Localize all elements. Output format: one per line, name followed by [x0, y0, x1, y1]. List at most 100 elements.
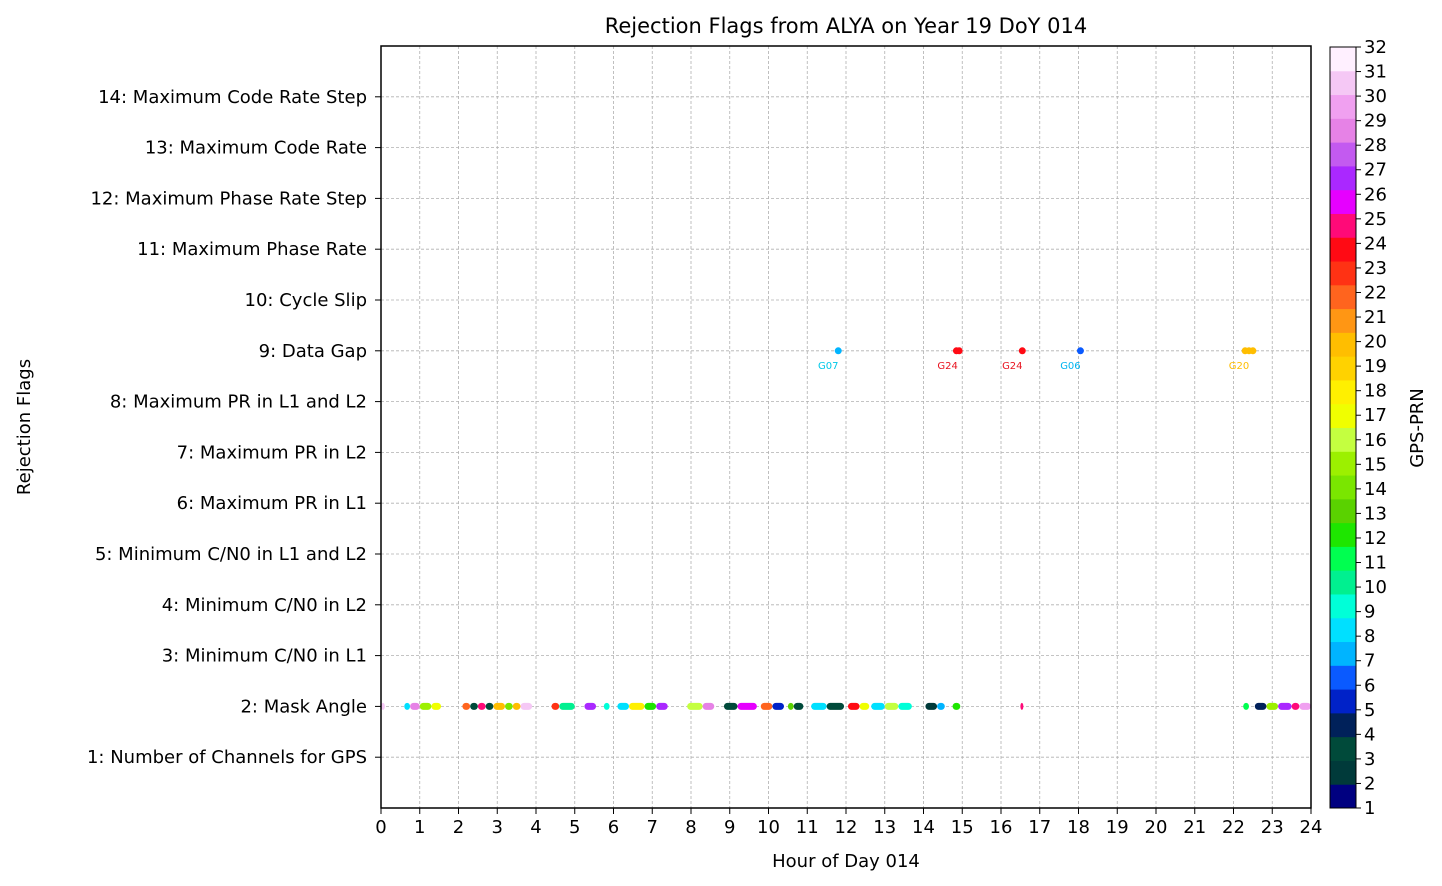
- colorbar-label: GPS-PRN: [1407, 388, 1428, 468]
- x-tick-label: 8: [685, 817, 696, 838]
- data-point-run: [644, 702, 657, 710]
- colorbar-swatch: [1330, 760, 1356, 785]
- y-tick-label: 14: Maximum Code Rate Step: [98, 87, 367, 108]
- x-tick-label: 9: [724, 817, 735, 838]
- data-point-run: [1291, 702, 1300, 710]
- colorbar-swatch: [1330, 47, 1356, 72]
- colorbar: 1234567891011121314151617181920212223242…: [1329, 37, 1387, 819]
- colorbar-swatch: [1330, 451, 1356, 476]
- y-tick-label: 12: Maximum Phase Rate Step: [90, 188, 367, 209]
- data-point-run: [737, 702, 757, 710]
- colorbar-tick-label: 2: [1364, 773, 1375, 794]
- x-axis-label: Hour of Day 014: [772, 851, 920, 872]
- prn-annotation: G07: [818, 361, 838, 372]
- x-tick-label: 24: [1300, 817, 1323, 838]
- data-point-run: [520, 702, 533, 710]
- data-point-run: [470, 702, 478, 710]
- data-point-run: [505, 702, 513, 710]
- prn-annotation: G06: [1060, 361, 1080, 372]
- prn-annotation: G20: [1229, 361, 1249, 372]
- colorbar-tick-label: 31: [1364, 62, 1387, 83]
- colorbar-swatch: [1330, 689, 1356, 714]
- data-point-run: [793, 702, 804, 710]
- x-tick-label: 4: [530, 817, 541, 838]
- x-tick-label: 12: [835, 817, 858, 838]
- data-point-run: [772, 702, 784, 710]
- data-point-run: [603, 702, 610, 710]
- colorbar-swatch: [1330, 427, 1356, 452]
- data-point-run: [617, 702, 629, 710]
- colorbar-tick-label: 21: [1364, 307, 1387, 328]
- data-point-run: [826, 702, 845, 710]
- data-point-run: [584, 702, 597, 710]
- colorbar-tick-label: 6: [1364, 675, 1375, 696]
- data-point-run: [462, 702, 471, 710]
- colorbar-tick-label: 11: [1364, 553, 1387, 574]
- x-tick-label: 5: [569, 817, 580, 838]
- data-point: [1076, 347, 1084, 355]
- x-tick-label: 22: [1222, 817, 1245, 838]
- data-points: [381, 347, 1311, 710]
- colorbar-swatch: [1330, 142, 1356, 167]
- x-tick-label: 19: [1106, 817, 1129, 838]
- colorbar-tick-label: 15: [1364, 454, 1387, 475]
- x-tick-label: 0: [375, 817, 386, 838]
- colorbar-swatch: [1330, 237, 1356, 262]
- colorbar-swatch: [1330, 189, 1356, 214]
- data-point-run: [431, 702, 442, 710]
- data-point-run: [723, 702, 738, 710]
- colorbar-tick-label: 25: [1364, 209, 1387, 230]
- x-tick-label: 17: [1028, 817, 1051, 838]
- colorbar-swatch: [1330, 379, 1356, 405]
- data-point-run: [551, 702, 560, 710]
- prn-annotation: G24: [1002, 361, 1022, 372]
- data-point-run: [1278, 702, 1292, 710]
- x-tick-label: 10: [757, 817, 780, 838]
- data-point-run: [419, 702, 432, 710]
- colorbar-tick-label: 10: [1364, 577, 1387, 598]
- colorbar-frame: [1329, 46, 1357, 809]
- x-tick-label: 23: [1261, 817, 1284, 838]
- data-point-run: [898, 702, 912, 710]
- colorbar-swatch: [1330, 593, 1356, 619]
- data-point-run: [381, 702, 385, 710]
- plot-frame: [380, 45, 1312, 809]
- data-point-run: [884, 702, 899, 710]
- data-point-run: [1243, 702, 1249, 710]
- grid-lines: [381, 46, 1311, 808]
- data-point: [1018, 347, 1026, 355]
- data-point-run: [656, 702, 668, 710]
- data-point-run: [925, 702, 938, 710]
- colorbar-swatch: [1330, 308, 1356, 333]
- data-point: [955, 347, 963, 355]
- data-point-run: [477, 702, 486, 710]
- data-point-run: [629, 702, 645, 710]
- prn-annotations: G07 G24 G24 G06 G20: [818, 361, 1249, 372]
- colorbar-swatch: [1330, 332, 1356, 357]
- data-point-run: [1299, 702, 1311, 710]
- x-tick-label: 2: [453, 817, 464, 838]
- x-tick-label: 14: [912, 817, 935, 838]
- colorbar-swatch: [1330, 546, 1356, 571]
- colorbar-swatch: [1330, 665, 1356, 690]
- colorbar-tick-label: 19: [1364, 356, 1387, 377]
- prn-annotation: G24: [937, 361, 957, 372]
- y-tick-label: 3: Minimum C/N0 in L1: [162, 646, 367, 667]
- colorbar-tick-label: 8: [1364, 626, 1375, 647]
- data-point-run: [760, 702, 773, 710]
- y-tick-label: 9: Data Gap: [259, 341, 367, 362]
- y-tick-label: 10: Cycle Slip: [245, 290, 367, 311]
- y-tick-label: 8: Maximum PR in L1 and L2: [110, 392, 367, 413]
- x-tick-label: 3: [492, 817, 503, 838]
- y-axis-ticks: 1: Number of Channels for GPS 2: Mask Ang…: [87, 87, 381, 768]
- colorbar-tick-label: 30: [1364, 86, 1387, 107]
- colorbar-swatch: [1330, 70, 1356, 96]
- x-tick-label: 15: [951, 817, 974, 838]
- colorbar-tick-label: 4: [1364, 724, 1375, 745]
- data-point-run: [1020, 702, 1024, 710]
- data-point: [834, 347, 842, 355]
- data-point-run: [687, 702, 703, 710]
- colorbar-tick-label: 9: [1364, 602, 1375, 623]
- colorbar-tick-label: 29: [1364, 111, 1387, 132]
